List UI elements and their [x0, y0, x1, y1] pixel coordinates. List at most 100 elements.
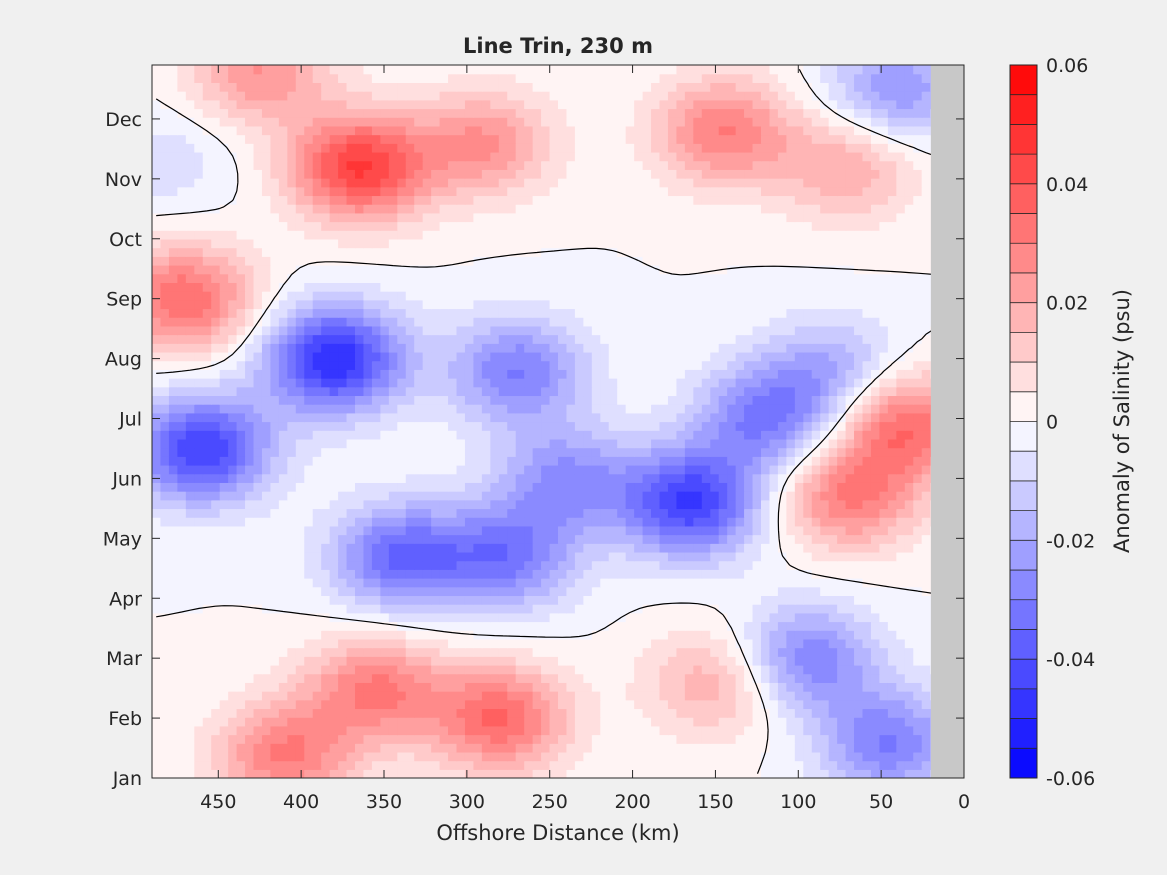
heatmap-cell — [202, 595, 212, 605]
heatmap-cell — [794, 769, 804, 778]
heatmap-cell — [642, 743, 652, 753]
heatmap-cell — [304, 438, 314, 449]
heatmap-cell — [312, 725, 322, 736]
heatmap-cell — [287, 534, 297, 544]
heatmap-cell — [761, 534, 771, 544]
heatmap-cell — [617, 543, 627, 553]
heatmap-cell — [558, 717, 568, 727]
heatmap-cell — [185, 734, 195, 744]
heatmap-cell — [321, 482, 331, 492]
heatmap-cell — [363, 534, 373, 544]
heatmap-cell — [464, 430, 475, 440]
heatmap-cell — [168, 630, 178, 640]
heatmap-cell — [549, 569, 559, 579]
heatmap-cell — [431, 343, 441, 353]
heatmap-cell — [422, 578, 432, 588]
heatmap-cell — [541, 525, 551, 536]
heatmap-cell — [727, 578, 737, 588]
heatmap-cell — [583, 386, 593, 397]
heatmap-cell — [532, 464, 542, 475]
heatmap-cell — [583, 586, 593, 597]
heatmap-cell — [473, 325, 483, 336]
heatmap-cell — [803, 691, 813, 701]
heatmap-cell — [676, 378, 686, 388]
heatmap-cell — [558, 569, 568, 579]
heatmap-cell — [879, 412, 889, 423]
heatmap-cell — [718, 525, 728, 536]
heatmap-cell — [448, 447, 458, 457]
heatmap-cell — [228, 438, 238, 449]
heatmap-cell — [634, 586, 644, 597]
heatmap-cell — [904, 447, 914, 457]
heatmap-cell — [304, 386, 314, 397]
heatmap-cell — [464, 621, 475, 631]
heatmap-cell — [355, 725, 365, 736]
heatmap-cell — [701, 351, 711, 362]
heatmap-cell — [541, 482, 551, 492]
heatmap-cell — [761, 638, 771, 649]
heatmap-cell — [405, 604, 415, 614]
heatmap-cell — [329, 534, 339, 544]
heatmap-cell — [803, 586, 813, 597]
heatmap-cell — [904, 438, 914, 449]
heatmap-cell — [879, 517, 889, 527]
heatmap-cell — [448, 551, 458, 562]
heatmap-cell — [752, 708, 762, 718]
heatmap-cell — [761, 438, 771, 449]
heatmap-cell — [820, 717, 830, 727]
heatmap-cell — [532, 369, 542, 379]
heatmap-cell — [261, 604, 272, 614]
heatmap-cell — [744, 638, 754, 649]
heatmap-cell — [371, 638, 381, 649]
heatmap-cell — [794, 473, 804, 483]
heatmap-cell — [228, 543, 238, 553]
heatmap-cell — [625, 673, 635, 683]
heatmap-cell — [676, 586, 686, 597]
heatmap-cell — [439, 517, 449, 527]
heatmap-cell — [380, 551, 390, 562]
heatmap-cell — [380, 517, 390, 527]
heatmap-cell — [278, 595, 288, 605]
heatmap-cell — [828, 717, 838, 727]
heatmap-cell — [481, 482, 491, 492]
heatmap-cell — [651, 699, 661, 710]
heatmap-cell — [608, 491, 618, 501]
heatmap-cell — [515, 647, 525, 657]
heatmap-cell — [464, 656, 475, 666]
heatmap-cell — [481, 578, 491, 588]
heatmap-cell — [371, 630, 381, 640]
heatmap-cell — [211, 743, 221, 753]
heatmap-cell — [896, 691, 906, 701]
heatmap-cell — [524, 586, 534, 597]
heatmap-cell — [177, 438, 187, 449]
heatmap-cell — [422, 343, 432, 353]
heatmap-cell — [761, 725, 771, 736]
heatmap-cell — [769, 369, 779, 379]
heatmap-cell — [608, 438, 618, 449]
heatmap-cell — [490, 464, 500, 475]
heatmap-cell — [211, 351, 221, 362]
heatmap-cell — [524, 351, 534, 362]
heatmap-cell — [676, 343, 686, 353]
heatmap-cell — [160, 673, 170, 683]
heatmap-cell — [524, 543, 534, 553]
heatmap-cell — [363, 517, 373, 527]
heatmap-cell — [803, 630, 813, 640]
heatmap-cell — [211, 473, 221, 483]
heatmap-cell — [921, 734, 931, 744]
heatmap-cell — [304, 621, 314, 631]
heatmap-cell — [667, 630, 678, 640]
heatmap-cell — [152, 534, 162, 544]
heatmap-cell — [634, 421, 644, 431]
heatmap-cell — [228, 630, 238, 640]
heatmap-cell — [481, 621, 491, 631]
heatmap-cell — [287, 378, 297, 388]
heatmap-cell — [245, 708, 255, 718]
heatmap-cell — [811, 647, 821, 657]
heatmap-cell — [727, 360, 737, 370]
heatmap-cell — [185, 517, 195, 527]
heatmap-cell — [634, 656, 644, 666]
heatmap-cell — [913, 404, 923, 414]
heatmap-cell — [684, 569, 694, 579]
heatmap-cell — [896, 508, 906, 518]
